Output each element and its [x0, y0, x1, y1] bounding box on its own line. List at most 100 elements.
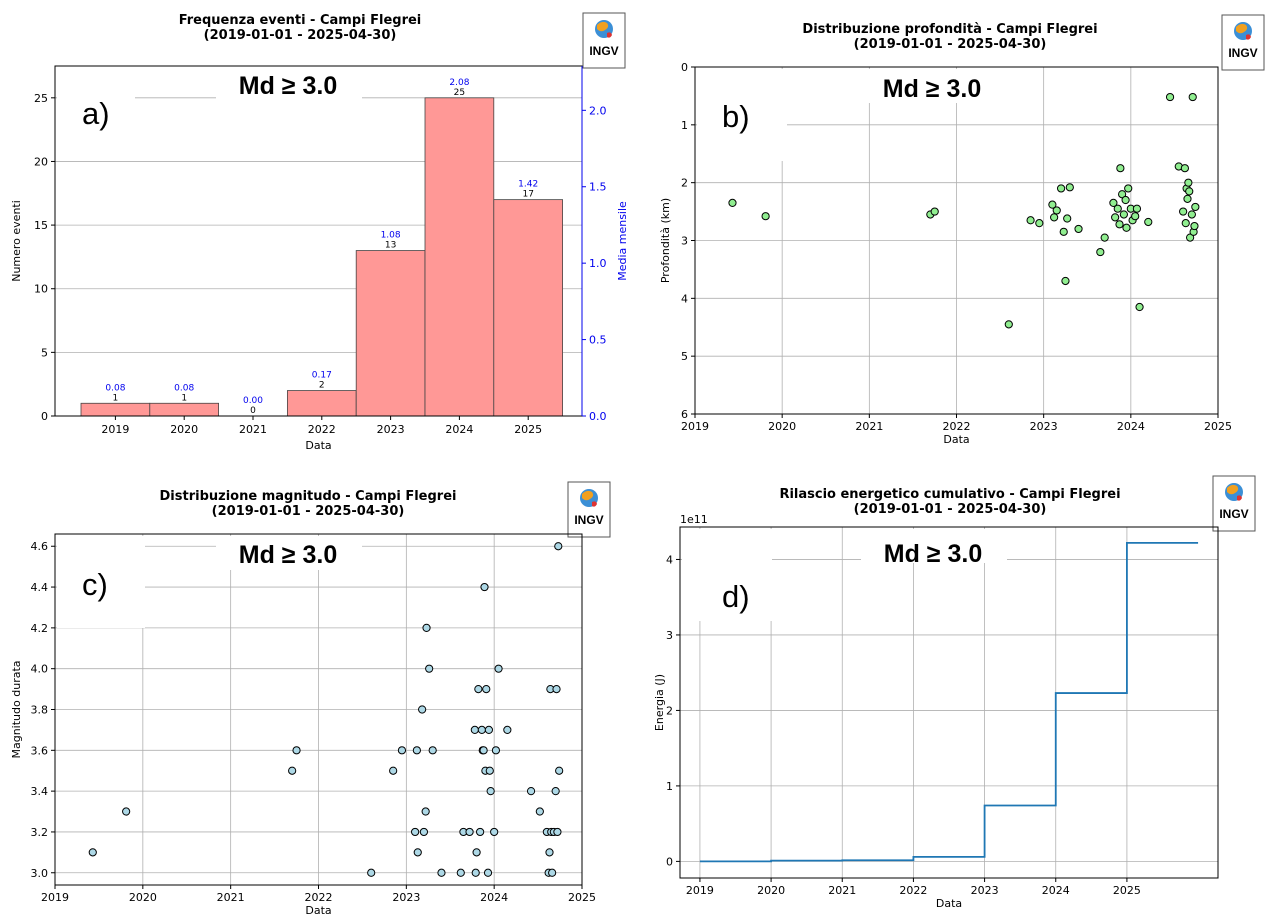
- logo-text: INGV: [574, 513, 603, 527]
- plot-frame: [679, 526, 1219, 879]
- data-point: [413, 848, 422, 857]
- x-tick-label: 2020: [170, 423, 198, 436]
- bar-value-label: 25: [454, 88, 465, 98]
- y-tick-label: 10: [34, 283, 48, 296]
- bar-value-label: 1: [181, 393, 187, 403]
- x-axis-label: Data: [943, 433, 969, 446]
- y-tick-label: 4.4: [31, 581, 49, 594]
- bar-value-label: 0: [250, 406, 256, 416]
- data-point: [474, 684, 483, 694]
- data-point: [1096, 247, 1105, 257]
- data-point: [1100, 233, 1109, 242]
- chart-title: Rilascio energetico cumulativo - Campi F…: [779, 487, 1120, 502]
- x-tick-label: 2024: [1117, 420, 1145, 433]
- x-tick-label: 2021: [239, 423, 267, 436]
- y-tick-label: 15: [34, 219, 48, 232]
- y-tick-label: 4.6: [31, 540, 49, 553]
- data-point: [437, 868, 446, 877]
- bar: [286, 390, 357, 417]
- data-point: [1121, 195, 1130, 205]
- panel-label-box: [697, 69, 787, 161]
- bar: [493, 199, 563, 417]
- data-point: [1109, 198, 1118, 208]
- chart-subtitle: (2019-01-01 - 2025-04-30): [204, 28, 397, 43]
- y-tick-label: 3.0: [31, 867, 49, 880]
- data-point: [288, 766, 297, 775]
- x-tick-label: 2025: [1113, 884, 1141, 897]
- y-axis-label: Numero eventi: [10, 200, 23, 282]
- data-point: [490, 827, 499, 837]
- data-point: [1050, 213, 1059, 222]
- data-point: [1074, 224, 1083, 234]
- data-point: [477, 725, 486, 735]
- y-tick-label: 20: [34, 155, 48, 168]
- data-point: [1059, 227, 1068, 236]
- data-point: [1119, 210, 1128, 219]
- globe-spot-icon: [607, 32, 612, 38]
- y2-tick-label: 2.0: [589, 104, 607, 117]
- data-point: [389, 766, 398, 775]
- x-tick-label: 2021: [217, 891, 245, 904]
- data-point: [425, 664, 434, 673]
- data-point: [397, 746, 407, 755]
- md-label-box: [216, 536, 362, 570]
- y2-tick-label: 0.0: [589, 410, 607, 423]
- data-point: [480, 582, 489, 592]
- data-point: [465, 827, 474, 837]
- data-point: [503, 725, 512, 735]
- x-tick-label: 2023: [392, 891, 420, 904]
- y-tick-label: 0: [681, 61, 688, 74]
- data-point: [1116, 164, 1125, 173]
- x-tick-label: 2024: [480, 891, 508, 904]
- data-point: [1111, 213, 1120, 222]
- panel-label: c): [82, 567, 108, 602]
- data-point: [485, 766, 494, 775]
- chart-title: Distribuzione profondità - Campi Flegrei: [802, 22, 1097, 37]
- data-point: [472, 848, 481, 857]
- bar-value-label: 17: [522, 190, 533, 200]
- bar: [424, 97, 495, 417]
- energy-step-line: [699, 541, 1199, 863]
- y-tick-label: 4: [681, 292, 688, 305]
- x-tick-label: 2020: [757, 884, 785, 897]
- md-label: Md ≥ 3.0: [883, 75, 981, 103]
- x-tick-label: 2019: [41, 891, 69, 904]
- data-point: [1185, 187, 1194, 196]
- md-label: Md ≥ 3.0: [239, 72, 337, 100]
- data-point: [422, 623, 431, 632]
- data-point: [1118, 190, 1127, 199]
- data-point: [1131, 212, 1140, 221]
- logo-text: INGV: [589, 44, 618, 58]
- data-point: [418, 705, 427, 714]
- y-tick-label: 5: [681, 350, 688, 363]
- data-point: [1113, 204, 1122, 213]
- data-point: [1057, 184, 1066, 193]
- bar: [355, 250, 426, 417]
- ingv-logo: INGV: [1221, 14, 1265, 71]
- data-point: [476, 827, 485, 837]
- panel-label: a): [82, 96, 110, 131]
- data-point: [1186, 233, 1195, 242]
- bar-secondary-label: 1.42: [518, 180, 538, 190]
- data-point: [419, 827, 428, 837]
- data-point: [428, 746, 437, 755]
- data-point: [367, 868, 376, 877]
- data-point: [486, 787, 495, 796]
- panel-label-box: [57, 536, 145, 628]
- panel-label: b): [722, 99, 750, 134]
- data-point: [292, 746, 301, 755]
- data-point: [1180, 164, 1189, 173]
- data-point: [728, 198, 737, 208]
- data-point: [761, 212, 770, 221]
- data-point: [456, 868, 465, 877]
- data-point: [122, 807, 131, 816]
- x-tick-label: 2019: [686, 884, 714, 897]
- data-point: [470, 725, 479, 735]
- y-tick-label: 3.6: [31, 744, 49, 757]
- bar-secondary-label: 0.08: [174, 383, 194, 393]
- x-axis-label: Data: [936, 897, 962, 910]
- data-point: [1048, 200, 1057, 209]
- x-tick-label: 2020: [129, 891, 157, 904]
- panel-depth-distribution: Distribuzione profondità - Campi Flegrei…: [659, 14, 1265, 446]
- panel-event-frequency: Frequenza eventi - Campi Flegrei(2019-01…: [10, 12, 629, 452]
